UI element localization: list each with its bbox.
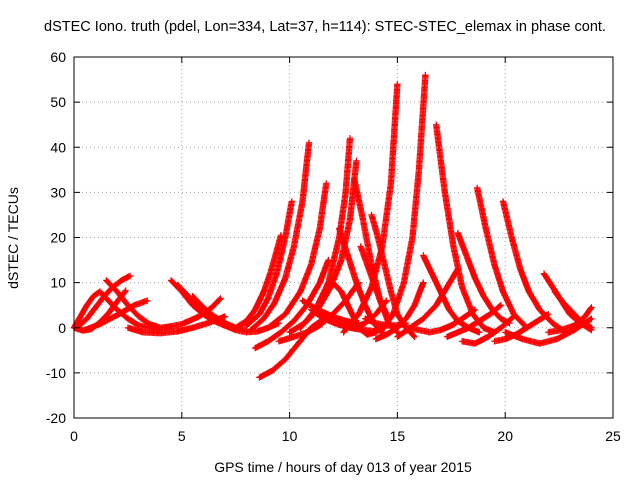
y-tick-label: 40 (50, 139, 66, 155)
series-36 (433, 121, 498, 336)
series-markers (243, 198, 295, 329)
x-tick-label: 25 (605, 428, 621, 444)
series-markers (499, 198, 569, 336)
y-tick-label: -10 (46, 365, 66, 381)
series-38 (454, 229, 513, 327)
series-markers (551, 288, 595, 331)
series-40 (474, 184, 530, 331)
y-tick-label: 50 (50, 94, 66, 110)
y-tick-label: 20 (50, 230, 66, 246)
series-14 (247, 139, 313, 334)
series-markers (340, 80, 401, 336)
series-markers (81, 297, 151, 334)
y-tick-label: 60 (50, 49, 66, 65)
x-axis-label: GPS time / hours of day 013 of year 2015 (214, 459, 472, 475)
x-tick-label: 20 (497, 428, 513, 444)
data-series (70, 71, 595, 381)
y-axis-label: dSTEC / TECUs (5, 187, 21, 289)
series-17 (264, 180, 330, 331)
series-markers (232, 232, 285, 331)
series-markers (405, 306, 479, 336)
series-markers (433, 121, 498, 336)
x-tick-label: 0 (70, 428, 78, 444)
series-markers (474, 184, 530, 331)
series-markers (443, 302, 505, 340)
series-markers (454, 229, 513, 327)
x-tick-label: 5 (178, 428, 186, 444)
series-39 (458, 313, 517, 347)
series-markers (251, 256, 332, 352)
series-29 (340, 80, 401, 336)
series-markers (372, 279, 427, 343)
series-10 (161, 295, 224, 331)
y-tick-label: 30 (50, 184, 66, 200)
chart-title: dSTEC Iono. truth (pdel, Lon=334, Lat=37… (44, 19, 606, 35)
series-46 (545, 304, 595, 336)
series-markers (377, 71, 429, 336)
series-12 (232, 232, 285, 331)
y-tick-label: 0 (58, 320, 66, 336)
series-markers (458, 313, 517, 347)
series-markers (247, 139, 313, 334)
y-tick-label: -20 (46, 410, 66, 426)
series-32 (377, 71, 429, 336)
x-tick-label: 15 (390, 428, 406, 444)
series-41 (499, 198, 569, 336)
series-16 (251, 256, 332, 352)
series-45 (551, 288, 595, 331)
series-markers (545, 304, 595, 336)
axis-ticks: 0 5 10 15 20 25 -20 -10 0 10 20 30 40 50 60 (46, 49, 621, 444)
series-37 (443, 302, 505, 340)
y-tick-label: 10 (50, 275, 66, 291)
series-markers (161, 295, 224, 331)
series-31 (372, 279, 427, 343)
series-5 (81, 297, 151, 334)
x-tick-label: 10 (282, 428, 298, 444)
series-34 (405, 306, 479, 336)
series-markers (264, 180, 330, 331)
series-13 (243, 198, 295, 329)
